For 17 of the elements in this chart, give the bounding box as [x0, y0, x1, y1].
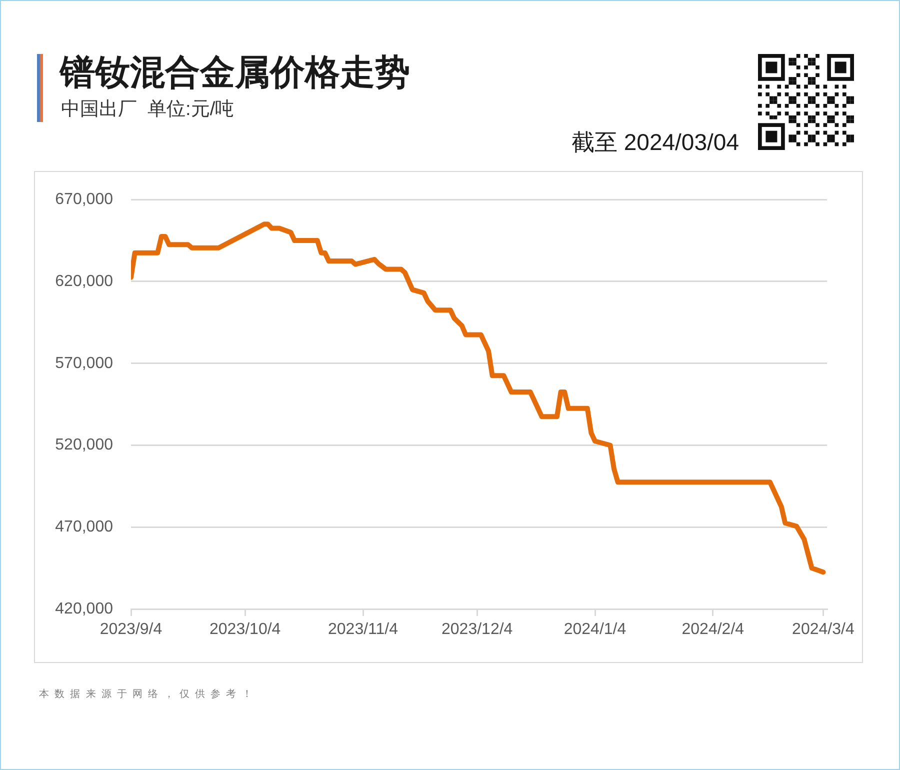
x-tick-label: 2024/2/4 [682, 621, 744, 638]
chart-title: 镨钕混合金属价格走势 [60, 52, 410, 94]
y-tick-label: 570,000 [55, 354, 114, 372]
x-tick-label: 2023/11/4 [328, 621, 398, 638]
x-tick-label: 2024/3/4 [792, 621, 854, 638]
x-tick-label: 2024/1/4 [564, 621, 626, 638]
chart-subtitle: 中国出厂 单位:元/吨 [61, 98, 234, 122]
y-tick-label: 620,000 [55, 272, 114, 290]
y-tick-label: 470,000 [55, 518, 114, 536]
text: 截至 2024/03/04 [571, 128, 739, 157]
y-tick-label: 420,000 [55, 600, 114, 618]
x-tick-label: 2023/12/4 [442, 621, 513, 638]
x-tick-label: 2023/9/4 [100, 621, 162, 638]
x-tick-label: 2023/10/4 [210, 621, 281, 638]
y-tick-label: 520,000 [55, 436, 114, 454]
text: 本数据来源于网络，仅供参考！ [39, 688, 258, 701]
y-tick-label: 670,000 [55, 191, 114, 208]
